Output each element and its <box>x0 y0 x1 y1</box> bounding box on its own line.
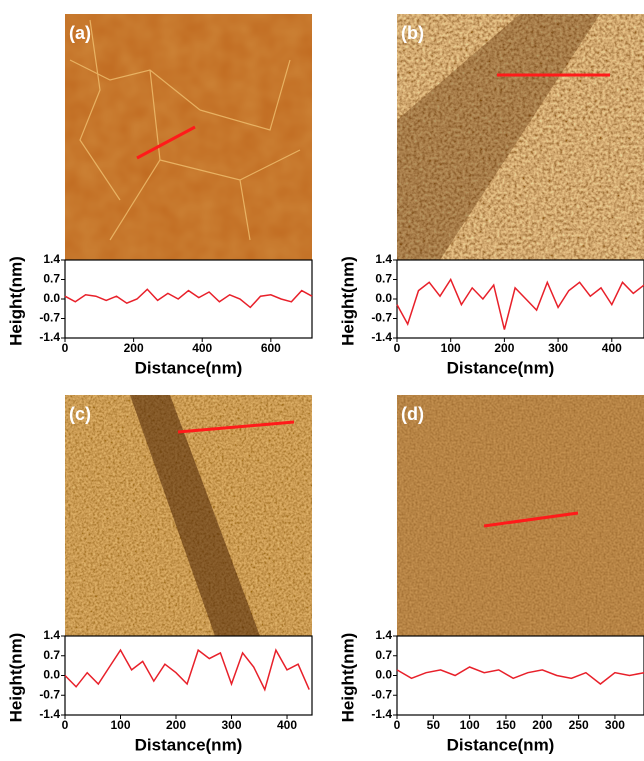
x-tick-label: 400 <box>602 341 622 355</box>
x-tick-label: 100 <box>110 718 130 732</box>
y-tick-label: -1.4 <box>39 330 60 344</box>
x-tick-label: 0 <box>62 341 69 355</box>
y-tick-label: -1.4 <box>39 707 60 721</box>
x-tick-label: 100 <box>460 718 480 732</box>
x-axis-label: Distance(nm) <box>447 735 555 754</box>
y-tick-label: 0.0 <box>43 668 60 682</box>
afm-texture <box>397 395 644 636</box>
plot-frame <box>397 260 644 338</box>
x-axis-label: Distance(nm) <box>135 735 243 754</box>
y-tick-label: 0.0 <box>375 668 392 682</box>
y-tick-label: -0.7 <box>371 311 392 325</box>
y-tick-label: 1.4 <box>375 252 392 266</box>
panel-label: (b) <box>401 23 424 43</box>
y-tick-label: -0.7 <box>39 311 60 325</box>
panel-label: (a) <box>69 23 91 43</box>
y-tick-label: 1.4 <box>43 252 60 266</box>
x-tick-label: 200 <box>532 718 552 732</box>
x-tick-label: 200 <box>124 341 144 355</box>
x-tick-label: 300 <box>548 341 568 355</box>
x-tick-label: 400 <box>192 341 212 355</box>
y-tick-label: 0.0 <box>43 291 60 305</box>
x-tick-label: 300 <box>605 718 625 732</box>
y-tick-label: -0.7 <box>39 687 60 701</box>
x-tick-label: 200 <box>166 718 186 732</box>
y-tick-label: 1.4 <box>375 628 392 642</box>
y-tick-label: -0.7 <box>371 687 392 701</box>
x-tick-label: 100 <box>441 341 461 355</box>
x-tick-label: 600 <box>261 341 281 355</box>
x-axis-label: Distance(nm) <box>447 358 555 377</box>
y-tick-label: 0.7 <box>43 648 60 662</box>
x-tick-label: 300 <box>222 718 242 732</box>
y-tick-label: 0.7 <box>375 648 392 662</box>
y-tick-label: 1.4 <box>43 628 60 642</box>
x-tick-label: 0 <box>394 341 401 355</box>
y-tick-label: 0.7 <box>43 272 60 286</box>
x-tick-label: 400 <box>277 718 297 732</box>
y-tick-label: 0.7 <box>375 272 392 286</box>
x-tick-label: 50 <box>427 718 441 732</box>
y-tick-label: 0.0 <box>375 291 392 305</box>
x-tick-label: 0 <box>62 718 69 732</box>
x-tick-label: 0 <box>394 718 401 732</box>
figure: (a)1.40.70.0-0.7-1.40200400600Height(nm)… <box>0 0 644 761</box>
y-axis-label: Height(nm) <box>338 256 357 346</box>
y-tick-label: -1.4 <box>371 707 392 721</box>
panel-label: (c) <box>69 404 91 424</box>
x-tick-label: 200 <box>494 341 514 355</box>
afm-texture <box>65 14 312 260</box>
y-axis-label: Height(nm) <box>338 633 357 723</box>
y-axis-label: Height(nm) <box>6 256 25 346</box>
x-tick-label: 150 <box>496 718 516 732</box>
x-tick-label: 250 <box>569 718 589 732</box>
x-axis-label: Distance(nm) <box>135 358 243 377</box>
panel-label: (d) <box>401 404 424 424</box>
plot-frame <box>65 636 312 715</box>
y-tick-label: -1.4 <box>371 330 392 344</box>
y-axis-label: Height(nm) <box>6 633 25 723</box>
